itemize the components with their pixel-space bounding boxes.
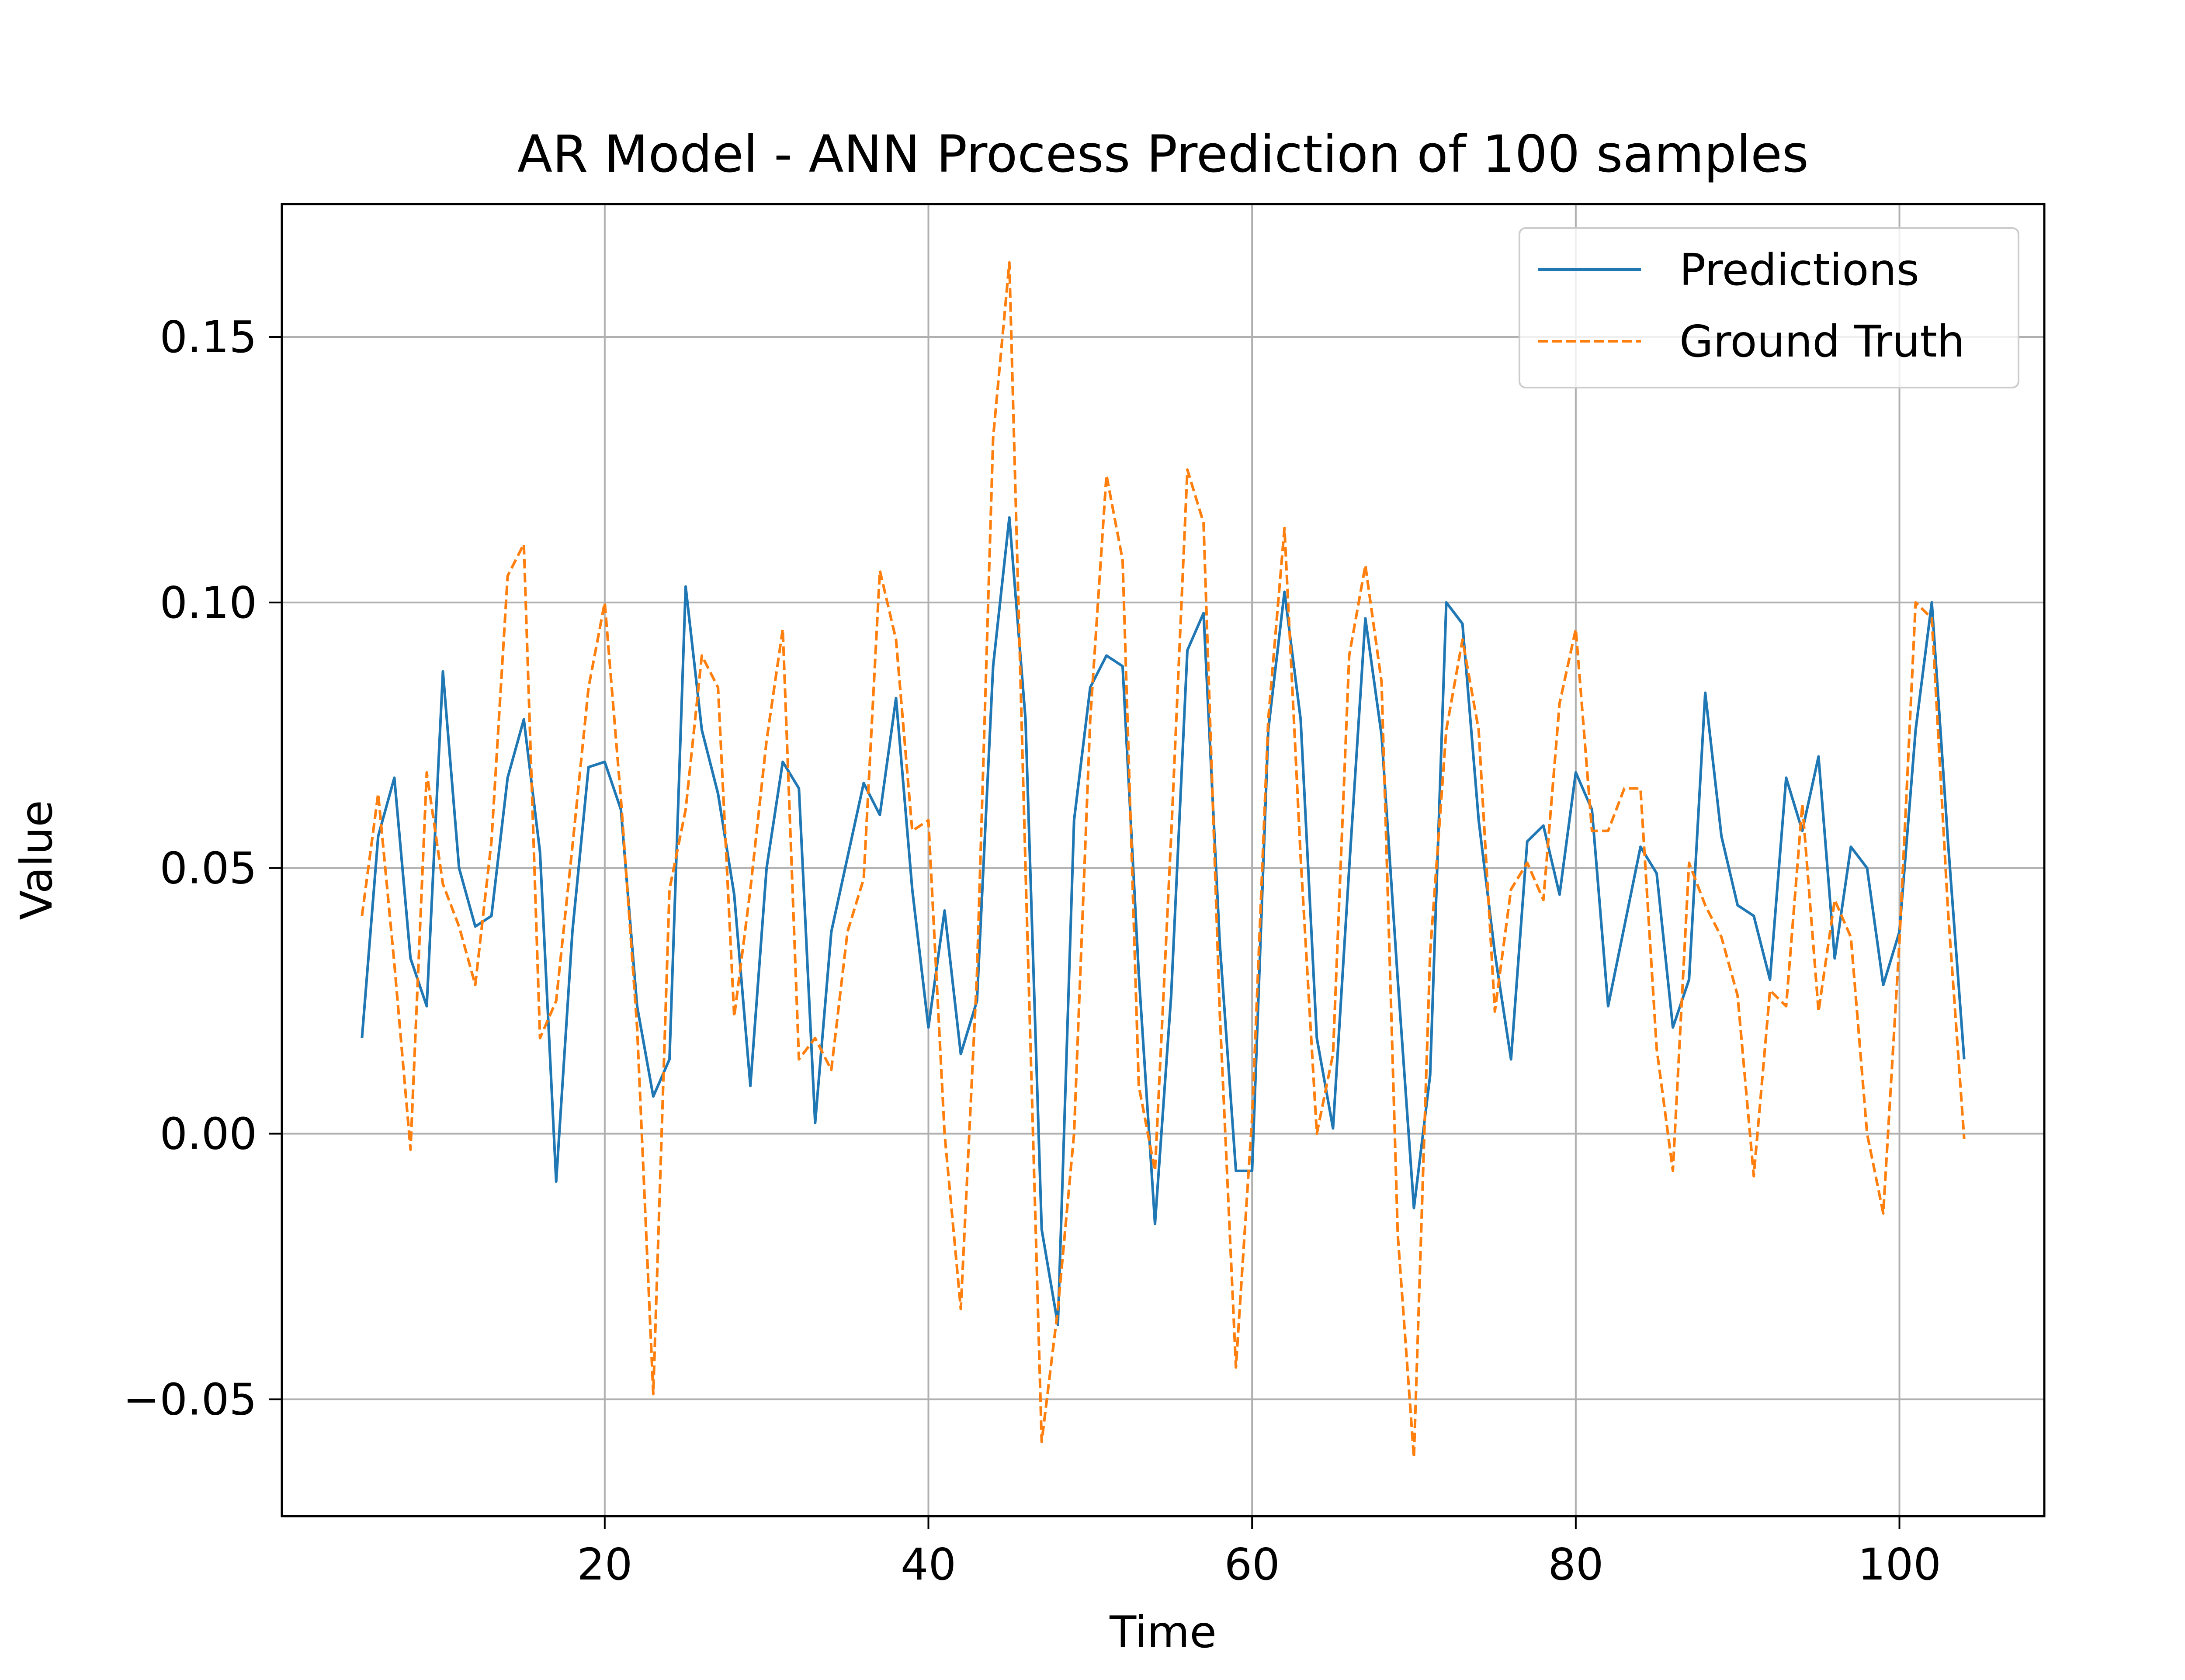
series-line-predictions	[361, 516, 1966, 1327]
plot-area-frame	[281, 203, 2046, 1517]
y-tick-label: 0.00	[160, 1108, 257, 1160]
axis-ticks: 20 40 60 80 100 −0.05 0.00 0.05 0.10 0.15	[123, 312, 1941, 1590]
y-tick-label: 0.10	[160, 577, 257, 628]
legend-label-ground-truth: Ground Truth	[1679, 316, 1965, 367]
y-tick-label: 0.05	[160, 843, 257, 894]
legend-label-predictions: Predictions	[1679, 244, 1919, 295]
x-tick-label: 40	[901, 1539, 956, 1590]
chart-title: AR Model - ANN Process Prediction of 100…	[517, 124, 1809, 184]
x-tick-label: 80	[1548, 1539, 1603, 1590]
x-tick-label: 20	[577, 1539, 632, 1590]
legend-box	[1519, 227, 2019, 388]
series-lines	[361, 261, 1966, 1459]
x-tick-label: 100	[1858, 1539, 1941, 1590]
series-line-ground-truth	[361, 261, 1966, 1459]
x-axis-label: Time	[1109, 1607, 1217, 1658]
y-tick-label: −0.05	[123, 1374, 257, 1425]
y-axis-label: Value	[11, 800, 62, 920]
legend: Predictions Ground Truth	[1519, 227, 2019, 388]
y-tick-label: 0.15	[160, 312, 257, 363]
x-tick-label: 60	[1224, 1539, 1280, 1590]
